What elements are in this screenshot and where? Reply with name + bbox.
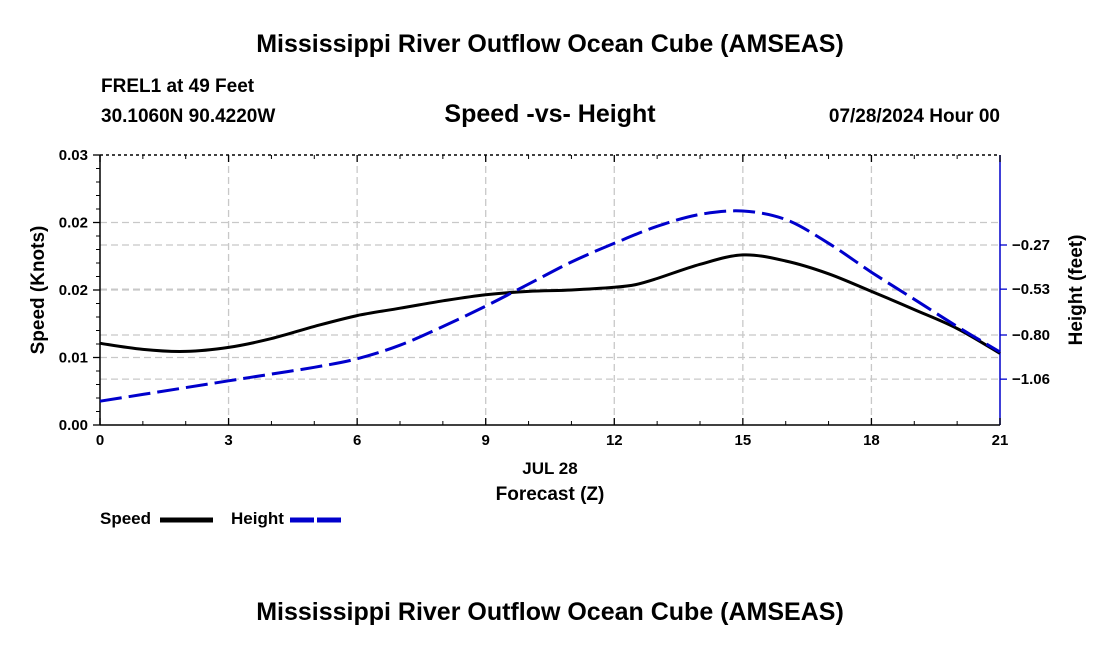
x-tick-label-6: 18 <box>863 432 880 449</box>
station-coordinates: 30.1060N 90.4220W <box>101 106 276 127</box>
x-tick-label-3: 9 <box>482 432 490 449</box>
x-tick-label-1: 3 <box>224 432 232 449</box>
y-tick-label-3: 0.02 <box>59 215 88 232</box>
station-label: FREL1 at 49 Feet <box>101 76 255 97</box>
chart-title: Speed -vs- Height <box>444 100 656 128</box>
y2-tick-label-1: −0.80 <box>1012 327 1050 344</box>
series-lines <box>99 209 1001 403</box>
bottom-title: Mississippi River Outflow Ocean Cube (AM… <box>256 598 844 626</box>
y-tick-label-4: 0.03 <box>59 147 88 164</box>
y-tick-label-0: 0.00 <box>59 417 88 434</box>
x-tick-label-5: 15 <box>735 432 752 449</box>
grid-lines <box>100 155 1000 425</box>
y2-tick-label-3: −0.27 <box>1012 237 1050 254</box>
legend-speed-label: Speed <box>100 509 152 528</box>
legend-speed-swatch <box>160 517 213 523</box>
forecast-datetime: 07/28/2024 Hour 00 <box>828 106 1000 127</box>
x-tick-label-0: 0 <box>96 432 104 449</box>
legend-height-label: Height <box>231 509 284 528</box>
legend-height-swatch <box>290 517 343 523</box>
page-title: Mississippi River Outflow Ocean Cube (AM… <box>256 30 844 58</box>
y-tick-label-2: 0.02 <box>59 282 88 299</box>
tick-labels: 0 3 6 9 12 15 18 21 0.00 0.01 0.02 0.02 0.03 −1.06 −0.… <box>59 147 1050 449</box>
series-line-speed <box>99 253 1001 355</box>
y-axis-label: Speed (Knots) <box>28 226 49 355</box>
x-axis-date-label: JUL 28 <box>522 459 577 478</box>
tick-marks <box>93 154 1007 426</box>
y2-tick-label-0: −1.06 <box>1012 371 1050 388</box>
y2-tick-label-2: −0.53 <box>1012 281 1050 298</box>
x-tick-label-4: 12 <box>606 432 623 449</box>
x-tick-label-7: 21 <box>992 432 1009 449</box>
x-axis-label: Forecast (Z) <box>496 484 605 505</box>
x-tick-label-2: 6 <box>353 432 361 449</box>
series-line-height <box>99 209 1001 403</box>
y2-axis-label: Height (feet) <box>1066 235 1087 346</box>
y-tick-label-1: 0.01 <box>59 350 88 367</box>
